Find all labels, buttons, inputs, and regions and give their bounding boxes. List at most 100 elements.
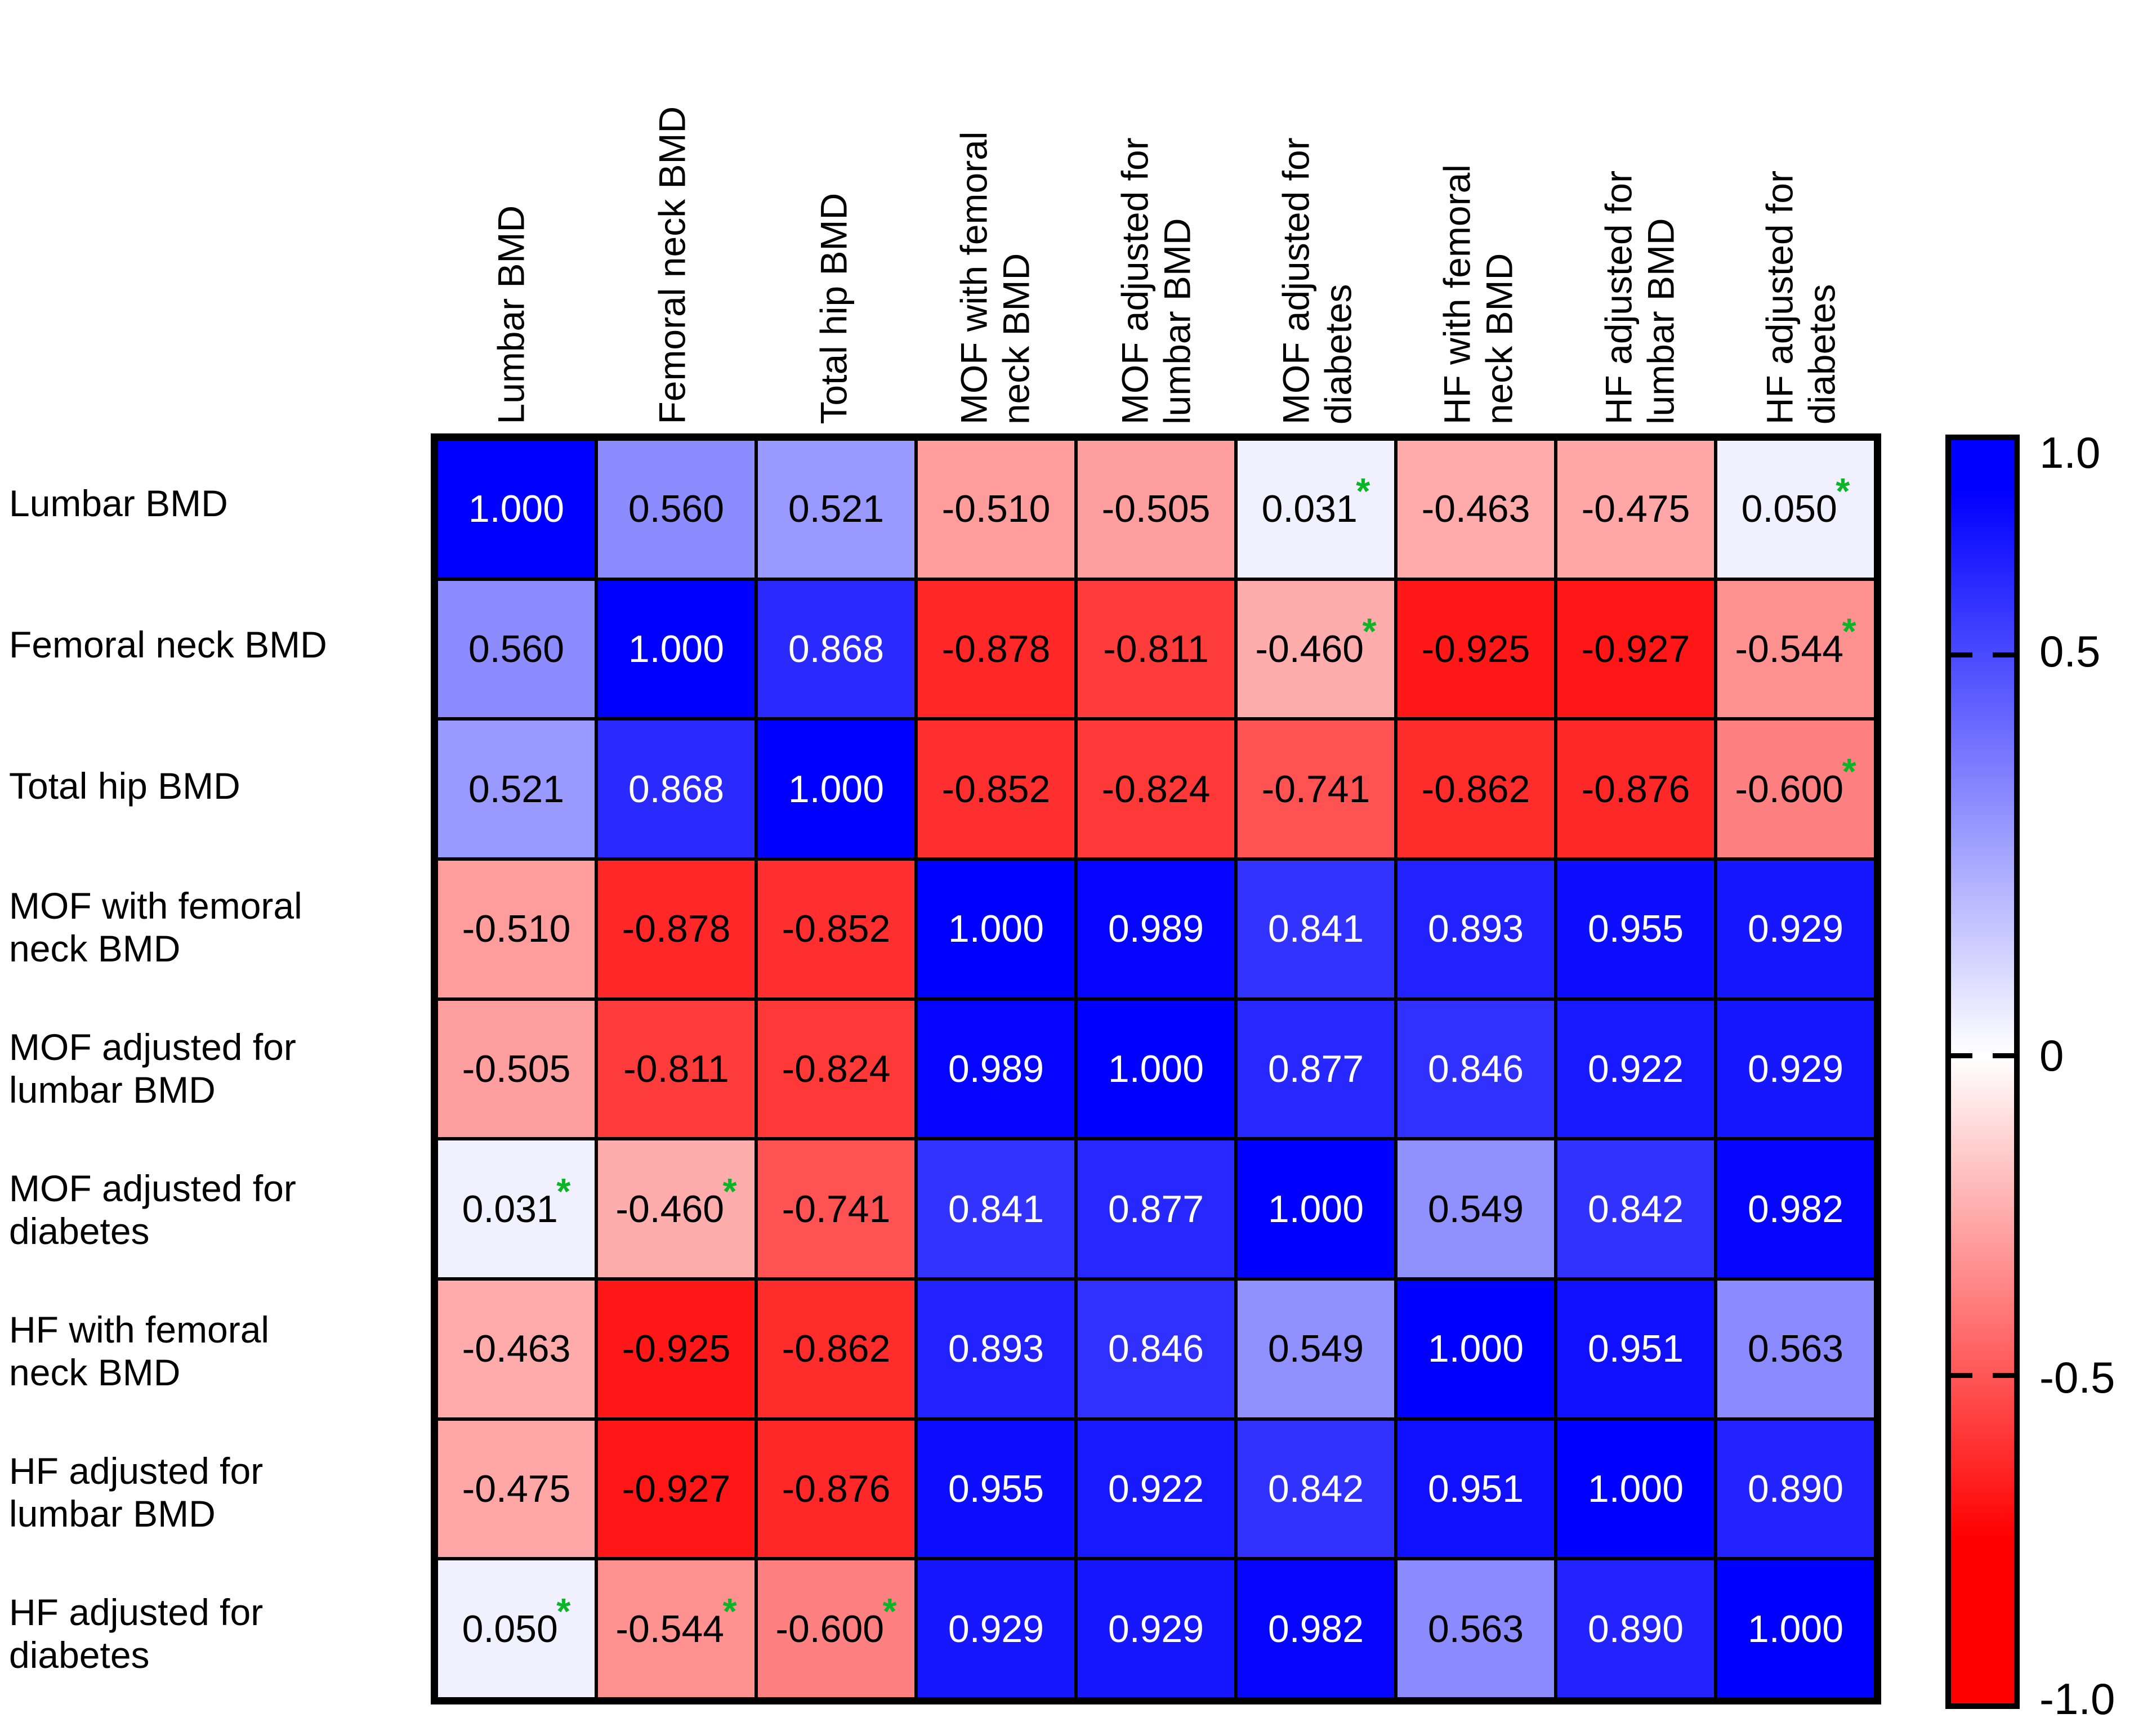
correlation-value: 1.000 bbox=[628, 627, 725, 670]
colorbar-tick bbox=[1951, 652, 1972, 658]
column-header-label: HF adjusted for lumbar BMD bbox=[1597, 170, 1681, 424]
correlation-value: -0.475 bbox=[1581, 487, 1690, 531]
correlation-value: 1.000 bbox=[1427, 1327, 1524, 1371]
correlation-value: 0.877 bbox=[1108, 1187, 1204, 1231]
correlation-value: 0.890 bbox=[1587, 1607, 1684, 1650]
heatmap-cell-r9c1: 0.050 * bbox=[438, 1560, 595, 1697]
correlation-value: 0.989 bbox=[948, 1047, 1044, 1090]
correlation-value: -0.600 bbox=[775, 1607, 885, 1650]
heatmap-cell-r8c1: -0.475 bbox=[438, 1420, 595, 1558]
correlation-value: -0.544 bbox=[615, 1607, 725, 1650]
column-header-label: Femoral neck BMD bbox=[651, 106, 694, 424]
heatmap-cell-r5c2: -0.811 bbox=[598, 1000, 755, 1138]
heatmap-cell-r2c5: -0.811 bbox=[1078, 580, 1234, 718]
column-header-3: Total hip BMD bbox=[753, 0, 914, 433]
colorbar-tick-label: 1.0 bbox=[2039, 427, 2101, 477]
heatmap-cell-r2c8: -0.927 bbox=[1557, 580, 1714, 718]
row-label-2: Femoral neck BMD bbox=[9, 624, 327, 666]
correlation-value: 0.521 bbox=[468, 767, 565, 811]
correlation-value: -0.927 bbox=[622, 1467, 731, 1510]
heatmap-cell-r3c3: 1.000 bbox=[758, 721, 914, 857]
correlation-value: -0.925 bbox=[1421, 627, 1530, 670]
heatmap-cell-r7c3: -0.862 bbox=[758, 1281, 914, 1417]
correlation-value: 0.050 bbox=[462, 1607, 558, 1650]
heatmap-cell-r4c7: 0.893 bbox=[1398, 861, 1554, 997]
heatmap-cell-r3c1: 0.521 bbox=[438, 721, 595, 857]
heatmap-cell-r8c6: 0.842 bbox=[1238, 1420, 1394, 1558]
heatmap-cell-r6c1: 0.031 * bbox=[438, 1140, 595, 1277]
significance-star: * bbox=[1356, 471, 1370, 512]
significance-star: * bbox=[1362, 611, 1377, 652]
correlation-value: -0.460 bbox=[615, 1187, 725, 1231]
heatmap-cell-r6c5: 0.877 bbox=[1078, 1140, 1234, 1277]
heatmap-cell-r8c7: 0.951 bbox=[1398, 1420, 1554, 1558]
significance-star: * bbox=[1842, 751, 1856, 792]
correlation-value: 1.000 bbox=[1747, 1607, 1844, 1650]
correlation-value: -0.925 bbox=[622, 1327, 731, 1371]
correlation-value: -0.824 bbox=[1101, 767, 1211, 811]
heatmap-cell-r8c2: -0.927 bbox=[598, 1420, 755, 1558]
correlation-value: 0.563 bbox=[1747, 1327, 1844, 1371]
heatmap-cell-r1c2: 0.560 bbox=[598, 441, 755, 578]
heatmap-cell-r6c9: 0.982 bbox=[1717, 1140, 1874, 1277]
heatmap-cell-r7c5: 0.846 bbox=[1078, 1281, 1234, 1417]
correlation-value: -0.741 bbox=[1261, 767, 1370, 811]
column-header-5: MOF adjusted for lumbar BMD bbox=[1075, 0, 1236, 433]
correlation-value: -0.505 bbox=[462, 1047, 571, 1090]
significance-star: * bbox=[722, 1591, 737, 1632]
correlation-value: 0.982 bbox=[1267, 1607, 1364, 1650]
colorbar-tick-label: -1.0 bbox=[2039, 1674, 2115, 1724]
column-header-4: MOF with femoral neck BMD bbox=[914, 0, 1075, 433]
column-header-9: HF adjusted for diabetes bbox=[1720, 0, 1881, 433]
heatmap-cell-r5c5: 1.000 bbox=[1078, 1000, 1234, 1138]
correlation-value: -0.600 bbox=[1735, 767, 1844, 811]
correlation-value: -0.852 bbox=[941, 767, 1051, 811]
correlation-value: 0.951 bbox=[1587, 1327, 1684, 1371]
correlation-value: -0.510 bbox=[462, 907, 571, 951]
heatmap-cell-r7c9: 0.563 bbox=[1717, 1281, 1874, 1417]
heatmap-cell-r3c8: -0.876 bbox=[1557, 721, 1714, 857]
correlation-value: -0.862 bbox=[782, 1327, 891, 1371]
heatmap-cell-r3c9: -0.600 * bbox=[1717, 721, 1874, 857]
row-label-8: HF adjusted for lumbar BMD bbox=[9, 1449, 264, 1534]
heatmap-cell-r2c6: -0.460 * bbox=[1238, 580, 1394, 718]
row-label-9: HF adjusted for diabetes bbox=[9, 1591, 264, 1676]
correlation-value: 0.929 bbox=[1108, 1607, 1204, 1650]
correlation-value: -0.460 bbox=[1255, 627, 1364, 670]
heatmap-cell-r5c6: 0.877 bbox=[1238, 1000, 1394, 1138]
heatmap-cell-r2c1: 0.560 bbox=[438, 580, 595, 718]
column-header-6: MOF adjusted for diabetes bbox=[1236, 0, 1398, 433]
correlation-value: -0.741 bbox=[782, 1187, 891, 1231]
heatmap-cell-r7c2: -0.925 bbox=[598, 1281, 755, 1417]
heatmap-cell-r6c4: 0.841 bbox=[918, 1140, 1074, 1277]
column-header-label: MOF with femoral neck BMD bbox=[953, 131, 1037, 424]
row-label-4: MOF with femoral neck BMD bbox=[9, 885, 302, 970]
correlation-value: 1.000 bbox=[1108, 1047, 1204, 1090]
correlation-value: 0.893 bbox=[1427, 907, 1524, 951]
colorbar-tick bbox=[1993, 1372, 2014, 1378]
correlation-value: 0.842 bbox=[1587, 1187, 1684, 1231]
row-label-7: HF with femoral neck BMD bbox=[9, 1308, 270, 1393]
column-header-label: Lumbar BMD bbox=[490, 205, 532, 424]
correlation-value: 0.549 bbox=[1427, 1187, 1524, 1231]
correlation-value: 0.560 bbox=[628, 487, 725, 531]
significance-star: * bbox=[882, 1591, 897, 1632]
correlation-value: -0.463 bbox=[1421, 487, 1530, 531]
correlation-value: -0.862 bbox=[1421, 767, 1530, 811]
heatmap-cell-r1c3: 0.521 bbox=[758, 441, 914, 578]
heatmap-cell-r2c7: -0.925 bbox=[1398, 580, 1554, 718]
heatmap-cell-r4c1: -0.510 bbox=[438, 861, 595, 997]
correlation-value: 1.000 bbox=[468, 487, 565, 531]
correlation-value: 0.521 bbox=[788, 487, 885, 531]
column-header-2: Femoral neck BMD bbox=[592, 0, 753, 433]
heatmap-cell-r5c3: -0.824 bbox=[758, 1000, 914, 1138]
heatmap-cell-r3c6: -0.741 bbox=[1238, 721, 1394, 857]
heatmap-cell-r4c8: 0.955 bbox=[1557, 861, 1714, 997]
correlation-value: -0.878 bbox=[622, 907, 731, 951]
heatmap-cell-r9c3: -0.600 * bbox=[758, 1560, 914, 1697]
correlation-value: -0.463 bbox=[462, 1327, 571, 1371]
colorbar-tick bbox=[1951, 1372, 1972, 1378]
row-labels: Lumbar BMD Femoral neck BMD Total hip BMD M… bbox=[0, 433, 428, 1704]
colorbar bbox=[1945, 435, 2020, 1709]
colorbar-tick bbox=[1993, 652, 2014, 658]
